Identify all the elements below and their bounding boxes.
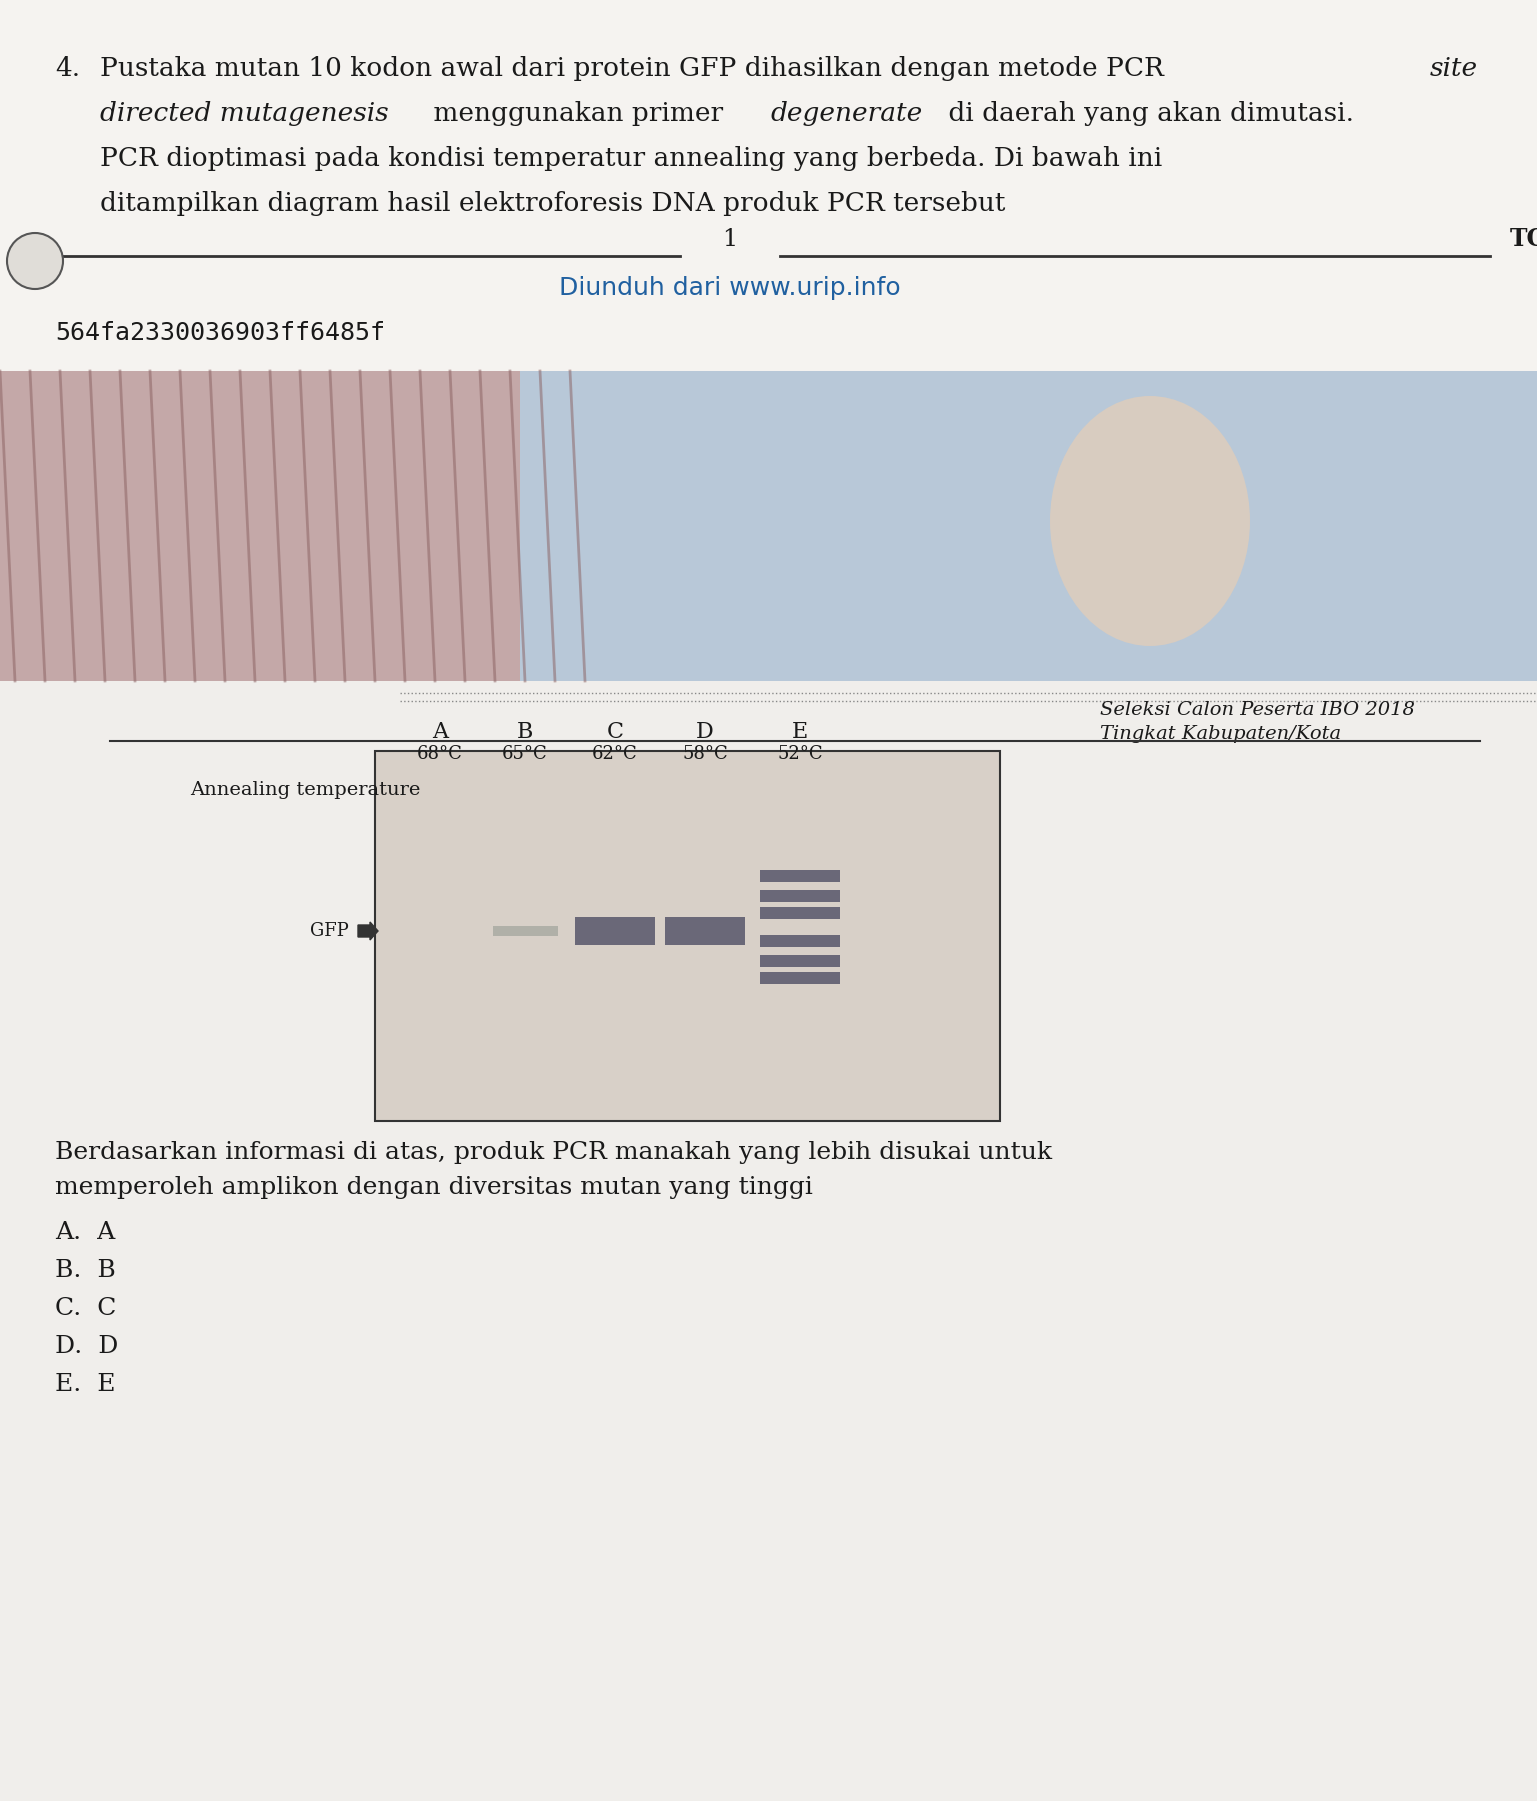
Bar bbox=[0, 371, 1537, 681]
Text: 62°C: 62°C bbox=[592, 746, 638, 764]
Text: site: site bbox=[1429, 56, 1479, 81]
Text: degenerate: degenerate bbox=[770, 101, 922, 126]
Text: 1: 1 bbox=[722, 229, 738, 250]
Text: E.  E: E. E bbox=[55, 1372, 115, 1396]
Text: memperoleh amplikon dengan diversitas mutan yang tinggi: memperoleh amplikon dengan diversitas mu… bbox=[55, 1176, 813, 1199]
Bar bbox=[575, 917, 655, 946]
Text: ditampilkan diagram hasil elektroforesis DNA produk PCR tersebut: ditampilkan diagram hasil elektroforesis… bbox=[100, 191, 1005, 216]
Text: PCR dioptimasi pada kondisi temperatur annealing yang berbeda. Di bawah ini: PCR dioptimasi pada kondisi temperatur a… bbox=[100, 146, 1162, 171]
Text: B: B bbox=[516, 720, 533, 744]
Text: Annealing temperature: Annealing temperature bbox=[191, 782, 421, 800]
Text: Seleksi Calon Peserta IBO 2018: Seleksi Calon Peserta IBO 2018 bbox=[1100, 701, 1416, 719]
Text: directed mutagenesis: directed mutagenesis bbox=[100, 101, 389, 126]
Text: di daerah yang akan dimutasi.: di daerah yang akan dimutasi. bbox=[941, 101, 1354, 126]
Text: Tingkat Kabupaten/Kota: Tingkat Kabupaten/Kota bbox=[1100, 726, 1342, 744]
Text: B.  B: B. B bbox=[55, 1259, 115, 1282]
Text: TOE: TOE bbox=[1509, 227, 1537, 250]
Text: 65°C: 65°C bbox=[503, 746, 547, 764]
Text: GFP: GFP bbox=[310, 922, 349, 940]
Text: Berdasarkan informasi di atas, produk PCR manakah yang lebih disukai untuk: Berdasarkan informasi di atas, produk PC… bbox=[55, 1142, 1053, 1163]
Bar bbox=[759, 935, 841, 947]
Text: C: C bbox=[607, 720, 624, 744]
Circle shape bbox=[8, 232, 63, 288]
Text: 58°C: 58°C bbox=[682, 746, 729, 764]
Bar bbox=[493, 926, 558, 937]
FancyArrow shape bbox=[358, 922, 378, 940]
Text: D.  D: D. D bbox=[55, 1335, 118, 1358]
Text: Pustaka mutan 10 kodon awal dari protein GFP dihasilkan dengan metode PCR: Pustaka mutan 10 kodon awal dari protein… bbox=[100, 56, 1173, 81]
Bar bbox=[0, 0, 1537, 1027]
Text: D: D bbox=[696, 720, 713, 744]
Text: A.  A: A. A bbox=[55, 1221, 115, 1244]
Text: C.  C: C. C bbox=[55, 1297, 117, 1320]
Bar bbox=[759, 973, 841, 983]
Text: A: A bbox=[432, 720, 447, 744]
Bar bbox=[0, 681, 1537, 1801]
Text: 4.: 4. bbox=[55, 56, 80, 81]
Text: Diunduh dari www.urip.info: Diunduh dari www.urip.info bbox=[559, 276, 901, 301]
Text: menggunakan primer: menggunakan primer bbox=[426, 101, 732, 126]
Text: 68°C: 68°C bbox=[417, 746, 463, 764]
Bar bbox=[520, 371, 1537, 681]
Text: 564fa2330036903ff6485f: 564fa2330036903ff6485f bbox=[55, 321, 384, 346]
Text: E: E bbox=[792, 720, 808, 744]
Text: 52°C: 52°C bbox=[778, 746, 822, 764]
Bar bbox=[759, 908, 841, 919]
Bar bbox=[666, 917, 745, 946]
Ellipse shape bbox=[1050, 396, 1250, 647]
Bar bbox=[0, 371, 520, 681]
Bar bbox=[759, 890, 841, 902]
Bar bbox=[759, 955, 841, 967]
Bar bbox=[375, 751, 1001, 1120]
Bar bbox=[759, 870, 841, 882]
